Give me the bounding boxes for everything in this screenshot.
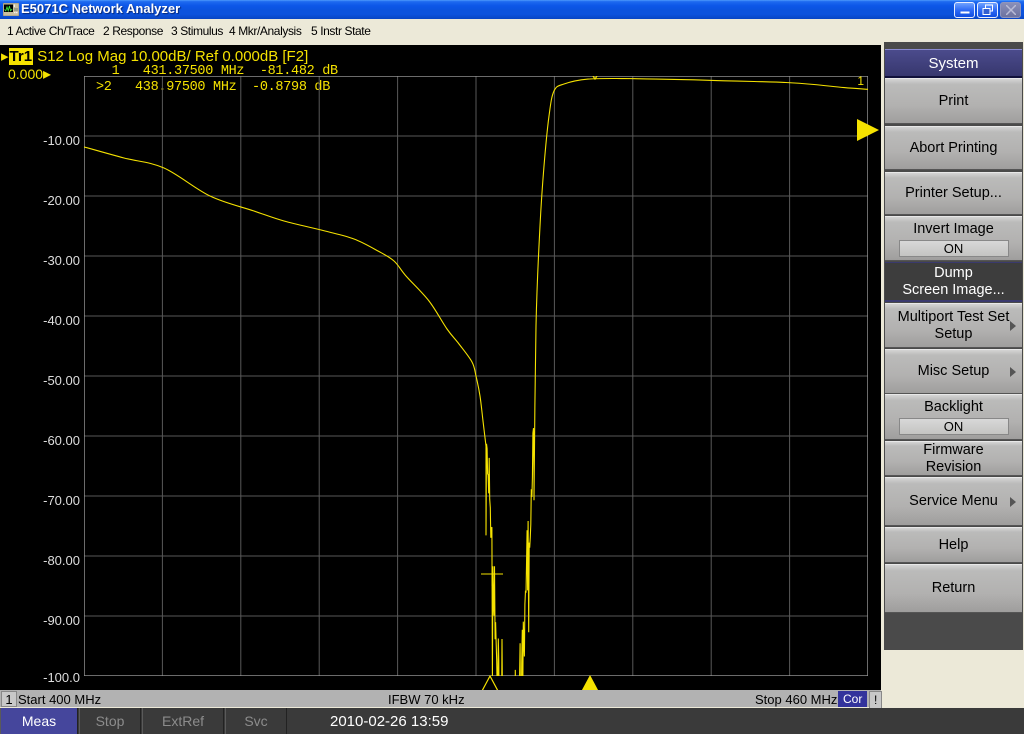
svg-text:1: 1 [857, 76, 864, 88]
